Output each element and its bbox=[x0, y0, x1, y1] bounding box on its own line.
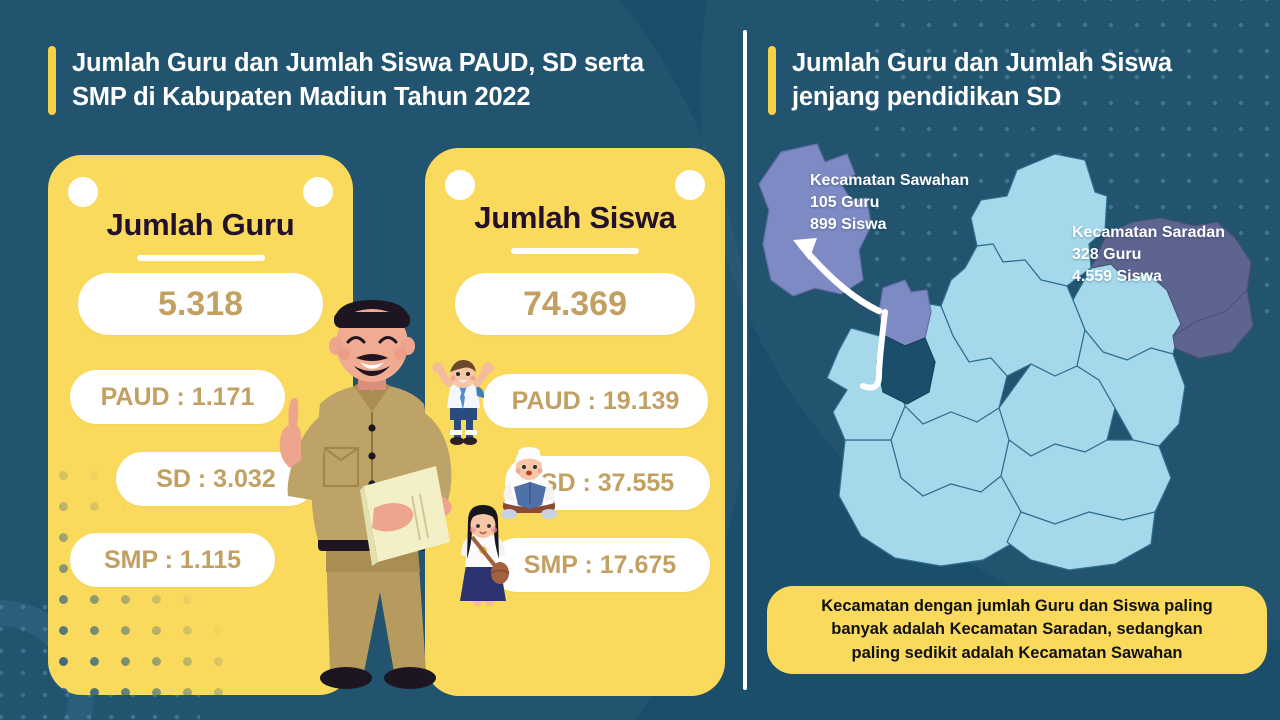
map-district-east bbox=[1076, 328, 1186, 447]
siswa-paud-pill: PAUD : 19.139 bbox=[483, 374, 708, 428]
left-page-title: Jumlah Guru dan Jumlah Siswa PAUD, SD se… bbox=[72, 49, 644, 111]
map-kabupaten-madiun[interactable] bbox=[755, 140, 1275, 585]
map-district-saradan-lower bbox=[1172, 288, 1254, 359]
map-district-southwest bbox=[890, 404, 1010, 497]
card-punch-hole-left-icon bbox=[445, 170, 475, 200]
map-district-south-central bbox=[1000, 438, 1172, 525]
map-label-saradan: Kecamatan Saradan 328 Guru 4.559 Siswa bbox=[1072, 224, 1225, 286]
card-punch-hole-right-icon bbox=[675, 170, 705, 200]
panel-divider bbox=[743, 30, 747, 690]
guru-total-pill: 5.318 bbox=[78, 273, 323, 335]
student-girl-with-bag-illustration bbox=[460, 505, 510, 606]
card-heading-underline bbox=[136, 255, 265, 261]
guru-smp-pill: SMP : 1.115 bbox=[70, 533, 275, 587]
summary-note-box: Kecamatan dengan jumlah Guru dan Siswa p… bbox=[767, 586, 1267, 674]
title-accent-bar bbox=[768, 46, 776, 115]
map-district-far-south bbox=[1006, 511, 1156, 571]
card-heading-underline bbox=[511, 248, 639, 254]
card-heading-siswa: Jumlah Siswa bbox=[474, 200, 676, 235]
left-title-block: Jumlah Guru dan Jumlah Siswa PAUD, SD se… bbox=[48, 46, 728, 115]
map-district-dark-inset bbox=[876, 335, 936, 405]
right-title-block: Jumlah Guru dan Jumlah Siswa jenjang pen… bbox=[768, 46, 1238, 115]
card-punch-hole-left-icon bbox=[68, 177, 98, 207]
guru-sd-pill: SD : 3.032 bbox=[116, 452, 316, 506]
student-boy-reading-illustration bbox=[501, 447, 557, 519]
student-boy-cheering-illustration bbox=[432, 360, 494, 445]
card-punch-hole-right-icon bbox=[303, 177, 333, 207]
right-page-title: Jumlah Guru dan Jumlah Siswa jenjang pen… bbox=[792, 49, 1172, 111]
teacher-illustration bbox=[279, 300, 452, 689]
left-panel: Jumlah Guru dan Jumlah Siswa PAUD, SD se… bbox=[48, 46, 728, 696]
card-heading-guru: Jumlah Guru bbox=[106, 207, 295, 242]
map-callout-arrow-icon bbox=[793, 238, 888, 391]
summary-note-text: Kecamatan dengan jumlah Guru dan Siswa p… bbox=[821, 596, 1213, 662]
map-label-sawahan: Kecamatan Sawahan 105 Guru 899 Siswa bbox=[810, 172, 970, 234]
map-sawahan-callout-shape bbox=[758, 143, 872, 297]
guru-paud-pill: PAUD : 1.171 bbox=[70, 370, 285, 424]
siswa-total-pill: 74.369 bbox=[455, 273, 695, 335]
stat-card-jumlah-guru: Jumlah Guru 5.318 PAUD : 1.171 SD : 3.03… bbox=[48, 155, 353, 695]
title-accent-bar bbox=[48, 46, 56, 115]
siswa-smp-pill: SMP : 17.675 bbox=[490, 538, 710, 592]
